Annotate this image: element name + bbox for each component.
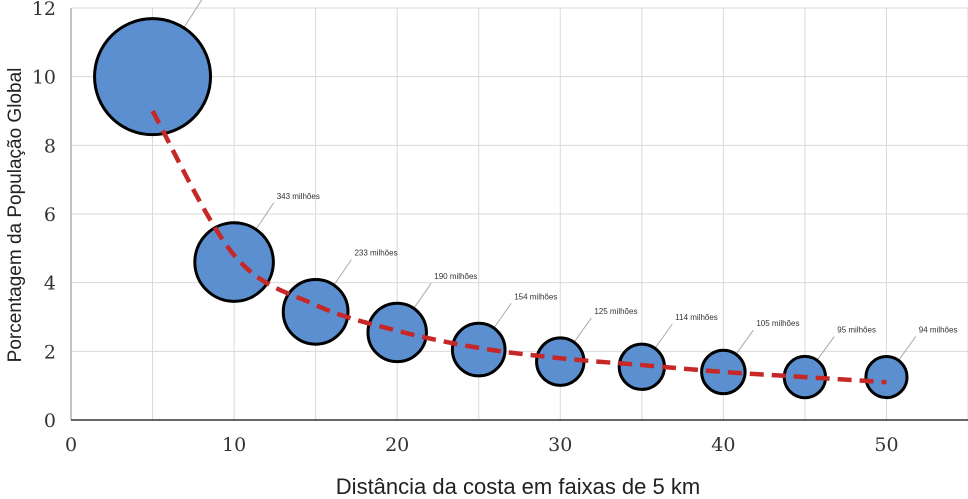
y-tick-label: 4 [44,273,56,295]
y-tick-label: 12 [32,0,56,20]
bubble [366,301,428,364]
bubble-label: 95 milhões [837,325,876,334]
x-tick-label: 30 [548,434,572,456]
trendline-group [150,109,887,385]
bubble [700,348,747,396]
bubble-label: 94 milhões [919,326,958,335]
y-axis-title: Porcentagem da População Global [5,68,26,363]
bubbles [93,17,909,400]
bubble-label: 154 milhões [514,292,557,301]
bubble-label: 125 milhões [594,307,637,316]
bubble-label: 343 milhões [277,192,320,201]
bubble-label: 233 milhões [354,248,397,257]
bubble [193,221,275,303]
tick-labels: 0 10 20 30 40 50 0 2 4 6 8 10 12 [32,0,899,456]
y-tick-label: 6 [44,204,56,226]
bubble-label: 190 milhões [434,272,477,281]
x-tick-label: 20 [385,434,409,456]
y-tick-label: 8 [44,135,56,157]
bubble [93,17,213,137]
y-tick-label: 2 [44,341,56,363]
bubble [281,277,350,346]
x-tick-label: 50 [874,434,898,456]
x-tick-label: 10 [222,434,246,456]
axes [70,8,968,421]
x-tick-label: 0 [65,434,77,456]
trendline [150,109,887,385]
x-axis-title: Distância da costa em faixas de 5 km [336,474,700,499]
bubble-label: 105 milhões [756,319,799,328]
bubble-label: 114 milhões [675,313,718,322]
y-tick-label: 10 [32,67,56,89]
y-tick-label: 0 [44,410,56,432]
x-tick-label: 40 [711,434,735,456]
leader-lines [152,0,917,378]
bubble [864,355,909,400]
